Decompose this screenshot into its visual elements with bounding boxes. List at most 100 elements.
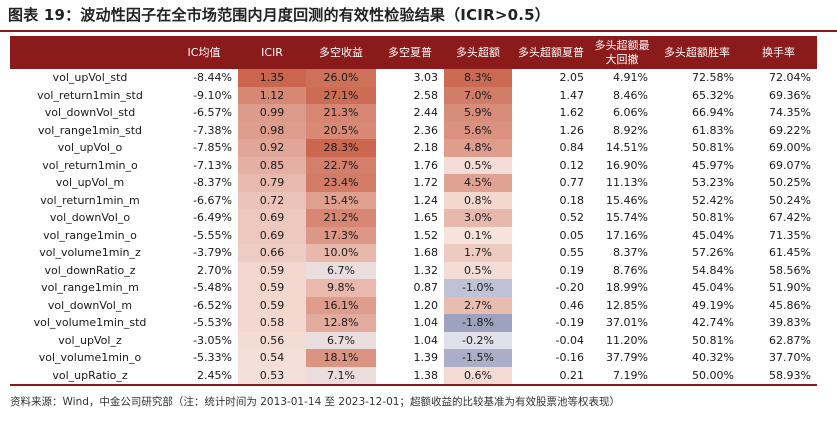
turnover-cell: 50.24% bbox=[769, 193, 811, 207]
win-rate-cell: 72.58% bbox=[692, 71, 734, 85]
long-excess-cell: 0.5% bbox=[444, 261, 512, 279]
factor-name-cell: vol_volume1min_o bbox=[38, 351, 142, 365]
ic-mean-cell: -3.79% bbox=[193, 246, 232, 260]
ls-return-cell: 20.5% bbox=[306, 121, 376, 139]
header-name bbox=[10, 36, 170, 69]
win-rate-cell: 53.23% bbox=[692, 176, 734, 190]
turnover-cell: 71.35% bbox=[769, 228, 811, 242]
table-row: vol_upRatio_z 2.45% 0.53 7.1% 1.38 0.6% 0.21 7.… bbox=[10, 366, 817, 386]
icir-cell: 0.54 bbox=[238, 349, 306, 367]
win-rate-cell: 50.81% bbox=[692, 333, 734, 347]
table-row: vol_return1min_m -6.67% 0.72 15.4% 1.24 0.8% 0… bbox=[10, 191, 817, 209]
win-rate-cell: 61.83% bbox=[692, 123, 734, 137]
long-excess-cell: 0.5% bbox=[444, 156, 512, 174]
max-drawdown-cell: 12.85% bbox=[606, 298, 648, 312]
ls-sharpe-cell: 2.44 bbox=[413, 106, 439, 120]
turnover-cell: 51.90% bbox=[769, 281, 811, 295]
ls-sharpe-cell: 1.72 bbox=[413, 176, 439, 190]
ls-sharpe-cell: 1.04 bbox=[413, 333, 439, 347]
ls-sharpe-cell: 1.04 bbox=[413, 316, 439, 330]
long-excess-sharpe-cell: 0.21 bbox=[512, 366, 590, 386]
turnover-cell: 58.93% bbox=[740, 366, 817, 386]
table-body: vol_upVol_std -8.44% 1.35 26.0% 3.03 8.3% 2.05… bbox=[10, 69, 817, 386]
win-rate-cell: 42.74% bbox=[692, 316, 734, 330]
ls-return-cell: 6.7% bbox=[306, 331, 376, 349]
long-excess-cell: 1.7% bbox=[444, 244, 512, 262]
long-excess-cell: 4.8% bbox=[444, 139, 512, 157]
ls-return-cell: 9.8% bbox=[306, 279, 376, 297]
max-drawdown-cell: 8.37% bbox=[613, 246, 648, 260]
long-excess-cell: 3.0% bbox=[444, 209, 512, 227]
long-excess-cell: 7.0% bbox=[444, 86, 512, 104]
ls-return-cell: 7.1% bbox=[306, 366, 376, 386]
long-excess-cell: 8.3% bbox=[444, 69, 512, 87]
turnover-cell: 39.83% bbox=[769, 316, 811, 330]
win-rate-cell: 50.81% bbox=[692, 141, 734, 155]
source-note: 资料来源：Wind，中金公司研究部（注：统计时间为 2013-01-14 至 2… bbox=[10, 396, 620, 408]
ls-return-cell: 22.7% bbox=[306, 156, 376, 174]
win-rate-cell: 49.19% bbox=[692, 298, 734, 312]
ls-sharpe-cell: 3.03 bbox=[413, 71, 439, 85]
ls-return-cell: 27.1% bbox=[306, 86, 376, 104]
long-excess-sharpe-cell: -0.16 bbox=[555, 351, 584, 365]
table-row: vol_range1min_std -7.38% 0.98 20.5% 2.36 5.6%… bbox=[10, 121, 817, 139]
max-drawdown-cell: 16.90% bbox=[606, 158, 648, 172]
ls-return-cell: 18.1% bbox=[306, 349, 376, 367]
ls-sharpe-cell: 1.52 bbox=[413, 228, 439, 242]
win-rate-cell: 50.00% bbox=[654, 366, 740, 386]
header-ls-sharpe: 多空夏普 bbox=[376, 36, 444, 69]
win-rate-cell: 54.84% bbox=[692, 263, 734, 277]
table-row: vol_downVol_std -6.57% 0.99 21.3% 2.44 5.9% 1.… bbox=[10, 104, 817, 122]
ls-sharpe-cell: 1.38 bbox=[376, 366, 444, 386]
ls-return-cell: 17.3% bbox=[306, 226, 376, 244]
win-rate-cell: 50.81% bbox=[692, 211, 734, 225]
long-excess-sharpe-cell: -0.20 bbox=[555, 281, 584, 295]
max-drawdown-cell: 17.16% bbox=[606, 228, 648, 242]
turnover-cell: 50.25% bbox=[769, 176, 811, 190]
icir-cell: 0.85 bbox=[238, 156, 306, 174]
ic-mean-cell: -5.53% bbox=[193, 316, 232, 330]
turnover-cell: 61.45% bbox=[769, 246, 811, 260]
header-ic-mean: IC均值 bbox=[170, 36, 238, 69]
table-row: vol_upVol_o -7.85% 0.92 28.3% 2.18 4.8% 0.84 14… bbox=[10, 139, 817, 157]
long-excess-cell: 2.7% bbox=[444, 296, 512, 314]
long-excess-cell: -1.8% bbox=[444, 314, 512, 332]
table-row: vol_downVol_m -6.52% 0.59 16.1% 1.20 2.7% 0.46… bbox=[10, 296, 817, 314]
max-drawdown-cell: 8.92% bbox=[613, 123, 648, 137]
ls-sharpe-cell: 1.32 bbox=[413, 263, 439, 277]
max-drawdown-cell: 15.74% bbox=[606, 211, 648, 225]
icir-cell: 0.53 bbox=[238, 366, 306, 386]
table-row: vol_volume1min_z -3.79% 0.66 10.0% 1.68 1.7% 0… bbox=[10, 244, 817, 262]
ls-sharpe-cell: 1.24 bbox=[413, 193, 439, 207]
turnover-cell: 37.70% bbox=[769, 351, 811, 365]
ic-mean-cell: -9.10% bbox=[193, 88, 232, 102]
long-excess-sharpe-cell: 2.05 bbox=[559, 71, 585, 85]
table-row: vol_downVol_o -6.49% 0.69 21.2% 1.65 3.0% 0.52… bbox=[10, 209, 817, 227]
long-excess-cell: -1.0% bbox=[444, 279, 512, 297]
long-excess-sharpe-cell: 1.62 bbox=[559, 106, 585, 120]
ls-return-cell: 21.2% bbox=[306, 209, 376, 227]
win-rate-cell: 65.32% bbox=[692, 88, 734, 102]
long-excess-sharpe-cell: -0.19 bbox=[555, 316, 584, 330]
table-row: vol_return1min_std -9.10% 1.12 27.1% 2.58 7.0… bbox=[10, 86, 817, 104]
header-icir: ICIR bbox=[238, 36, 306, 69]
max-drawdown-cell: 6.06% bbox=[613, 106, 648, 120]
icir-cell: 0.58 bbox=[238, 314, 306, 332]
long-excess-cell: 0.8% bbox=[444, 191, 512, 209]
long-excess-sharpe-cell: 1.47 bbox=[559, 88, 585, 102]
max-drawdown-cell: 4.91% bbox=[613, 71, 648, 85]
table-row: vol_upVol_m -8.37% 0.79 23.4% 1.72 4.5% 0.77 11… bbox=[10, 174, 817, 192]
ls-sharpe-cell: 0.87 bbox=[413, 281, 439, 295]
icir-cell: 0.69 bbox=[238, 209, 306, 227]
ls-return-cell: 28.3% bbox=[306, 139, 376, 157]
long-excess-cell: 5.6% bbox=[444, 121, 512, 139]
factor-name-cell: vol_range1min_m bbox=[41, 281, 139, 295]
icir-cell: 0.59 bbox=[238, 296, 306, 314]
factor-name-cell: vol_upVol_std bbox=[52, 71, 128, 85]
win-rate-cell: 66.94% bbox=[692, 106, 734, 120]
factor-name-cell: vol_return1min_m bbox=[40, 193, 140, 207]
long-excess-cell: 0.1% bbox=[444, 226, 512, 244]
ic-mean-cell: 2.70% bbox=[197, 263, 232, 277]
turnover-cell: 58.56% bbox=[769, 263, 811, 277]
turnover-cell: 69.22% bbox=[769, 123, 811, 137]
